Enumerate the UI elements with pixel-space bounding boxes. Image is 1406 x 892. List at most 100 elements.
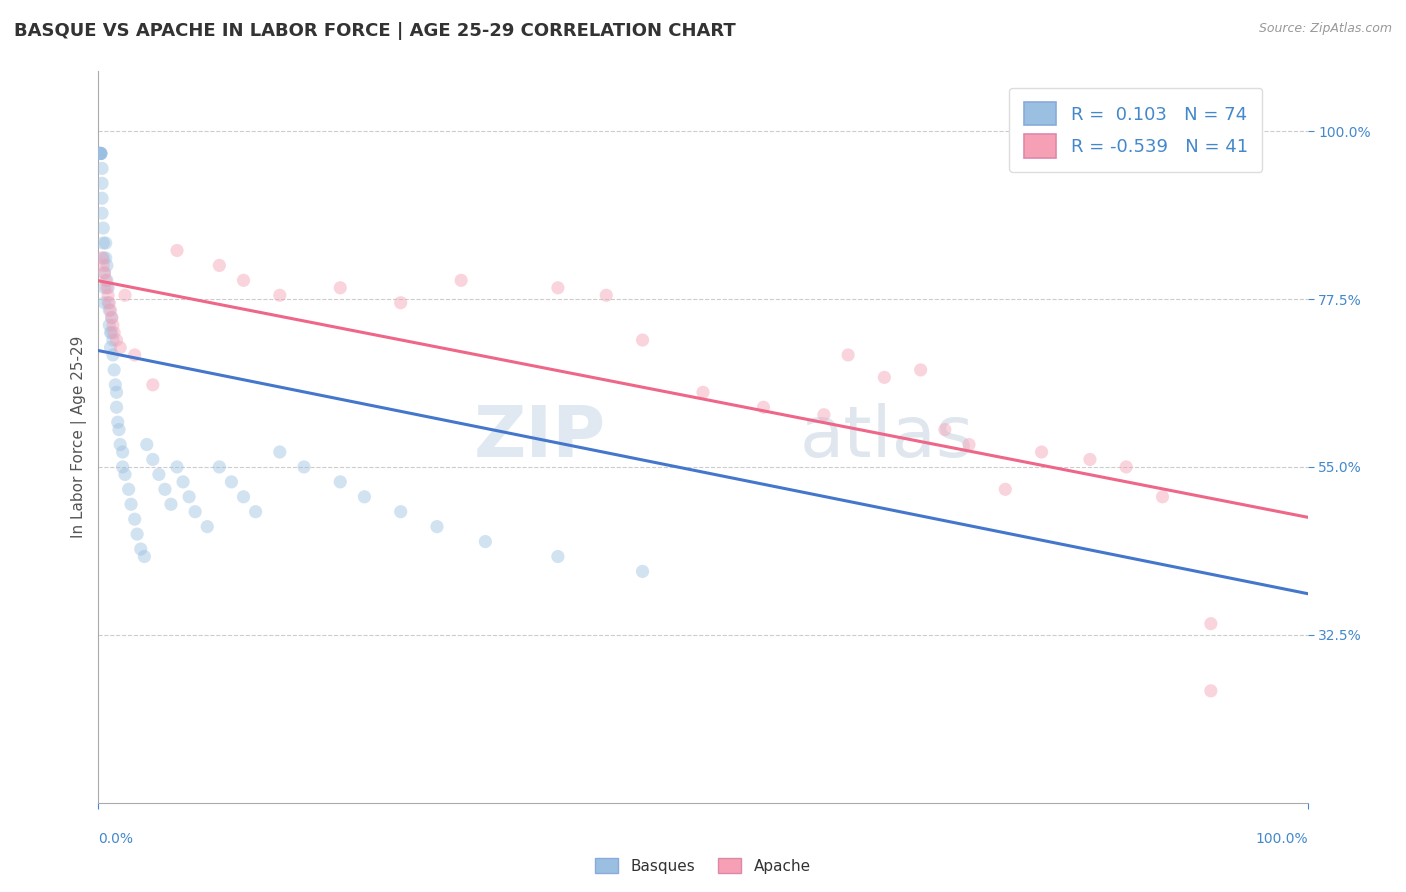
Point (329, 281, 352, 295)
Point (934, 423, 956, 437)
Point (89, 146, 111, 161)
Point (100, 303, 122, 318)
Point (353, 490, 375, 504)
Point (114, 467, 136, 482)
Point (96, 259, 118, 273)
Point (98, 295, 121, 310)
Point (90, 146, 112, 161)
Point (232, 490, 254, 504)
Text: 100.0%: 100.0% (1256, 832, 1308, 846)
Point (595, 288, 617, 302)
Point (111, 459, 134, 474)
Point (103, 326, 125, 340)
Point (93, 281, 115, 295)
Point (245, 505, 267, 519)
Point (142, 452, 165, 467)
Point (100, 326, 122, 340)
Point (195, 519, 218, 533)
Text: 0.0%: 0.0% (98, 832, 134, 846)
Point (994, 483, 1017, 497)
Point (389, 295, 412, 310)
Point (91, 259, 114, 273)
Point (1199, 616, 1222, 631)
Point (153, 483, 176, 497)
Point (98, 318, 121, 332)
Point (208, 459, 231, 474)
Point (184, 505, 207, 519)
Point (97, 295, 120, 310)
Point (108, 341, 131, 355)
Point (103, 363, 125, 377)
Point (873, 370, 896, 384)
Point (104, 377, 127, 392)
Point (547, 549, 569, 564)
Point (100, 310, 122, 325)
Point (90, 146, 112, 161)
Point (120, 497, 142, 511)
Point (91, 221, 114, 235)
Point (547, 281, 569, 295)
Point (450, 273, 472, 287)
Legend: Basques, Apache: Basques, Apache (589, 852, 817, 880)
Text: Source: ZipAtlas.com: Source: ZipAtlas.com (1258, 22, 1392, 36)
Point (1152, 490, 1174, 504)
Point (94, 251, 117, 265)
Point (631, 333, 654, 347)
Point (166, 459, 188, 474)
Point (101, 348, 124, 362)
Point (426, 519, 449, 533)
Legend: R =  0.103   N = 74, R = -0.539   N = 41: R = 0.103 N = 74, R = -0.539 N = 41 (1010, 87, 1263, 172)
Point (91, 251, 114, 265)
Point (90, 146, 112, 161)
Point (142, 377, 165, 392)
Point (1078, 452, 1101, 467)
Point (474, 534, 496, 549)
Point (100, 310, 122, 325)
Point (108, 423, 131, 437)
Point (93, 295, 115, 310)
Point (100, 341, 122, 355)
Point (96, 273, 118, 287)
Point (108, 437, 131, 451)
Point (957, 437, 980, 451)
Point (292, 459, 315, 474)
Point (148, 467, 170, 482)
Point (91, 161, 114, 176)
Point (89, 146, 111, 161)
Point (91, 251, 114, 265)
Point (101, 318, 124, 332)
Point (179, 490, 201, 504)
Point (91, 206, 114, 220)
Text: atlas: atlas (800, 402, 974, 472)
Point (389, 505, 412, 519)
Point (89, 146, 111, 161)
Point (134, 549, 156, 564)
Point (752, 401, 775, 415)
Point (93, 266, 115, 280)
Point (129, 542, 152, 557)
Point (269, 445, 291, 459)
Point (101, 333, 124, 347)
Point (111, 445, 134, 459)
Point (160, 497, 183, 511)
Point (114, 288, 136, 302)
Point (97, 288, 120, 302)
Text: BASQUE VS APACHE IN LABOR FORCE | AGE 25-29 CORRELATION CHART: BASQUE VS APACHE IN LABOR FORCE | AGE 25… (14, 22, 735, 40)
Point (1031, 445, 1053, 459)
Point (100, 326, 122, 340)
Point (105, 333, 128, 347)
Point (269, 288, 291, 302)
Point (1115, 459, 1137, 474)
Point (135, 437, 157, 451)
Point (127, 527, 149, 541)
Point (1199, 683, 1222, 698)
Point (692, 385, 714, 400)
Point (105, 385, 128, 400)
Point (166, 244, 188, 258)
Point (107, 415, 129, 429)
Point (105, 401, 128, 415)
Point (208, 259, 231, 273)
Point (98, 303, 121, 318)
Point (89, 146, 111, 161)
Point (94, 235, 117, 250)
